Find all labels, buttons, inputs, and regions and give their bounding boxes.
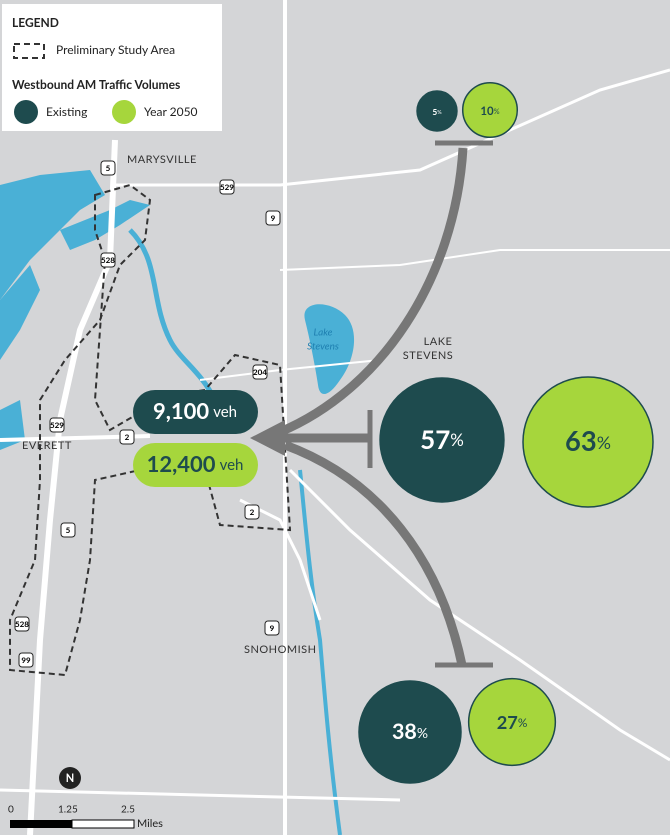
highway-shield: [60, 522, 76, 538]
shield-label: 9: [270, 623, 275, 633]
share-unit: %: [597, 431, 611, 453]
share-unit: %: [417, 724, 428, 741]
shield-label: 2: [125, 432, 130, 442]
share-circle: [522, 376, 654, 508]
highway-shield: [219, 179, 235, 195]
water: [0, 170, 355, 835]
volume-label: 12,400 veh: [147, 450, 244, 477]
share-label: 57%: [420, 423, 464, 455]
scale-segment: [10, 820, 72, 828]
lake-label: Stevens: [307, 341, 339, 353]
arrow-head: [250, 420, 285, 456]
arrow-ends: [367, 140, 493, 668]
volume-pill: [133, 390, 258, 434]
volumes: 9,100 veh 12,400 veh: [133, 390, 258, 487]
shield-label: 529: [220, 182, 234, 192]
flow-arrows: [278, 147, 468, 666]
legend-swatch: [112, 100, 136, 124]
highway-shield: [49, 417, 65, 433]
place-label: LAKE: [424, 335, 453, 348]
legend-swatch: [13, 43, 45, 59]
legend-label: Preliminary Study Area: [56, 42, 175, 57]
share-label: 5%: [432, 107, 442, 117]
volume-value: 9,100: [153, 397, 209, 424]
shield-label: 5: [66, 525, 71, 535]
scale-label: Miles: [137, 817, 163, 830]
share-label: 27%: [497, 711, 528, 733]
share-circle: [358, 680, 462, 784]
scale-label: 2.5: [121, 804, 135, 816]
highway-shield: [244, 504, 260, 520]
share-circle: [461, 81, 519, 139]
legend-title: LEGEND: [12, 15, 59, 30]
share-value: 10: [480, 105, 494, 118]
scale-label: 1.25: [58, 804, 78, 816]
highway-shield: [14, 616, 30, 632]
shield-label: 528: [101, 255, 115, 265]
share-unit: %: [518, 715, 527, 730]
share-value: 27: [497, 711, 518, 733]
shield-label: 528: [15, 619, 29, 629]
shield-label: 2: [250, 507, 255, 517]
share-label: 63%: [565, 424, 611, 457]
highway-shield: [119, 429, 135, 445]
shield-label: 529: [50, 420, 64, 430]
place-label: EVERETT: [22, 439, 72, 452]
share-unit: %: [494, 107, 500, 116]
legend-label: Existing: [46, 104, 87, 119]
place-label: STEVENS: [403, 349, 453, 362]
north-label: N: [66, 772, 74, 785]
legend-subtitle: Westbound AM Traffic Volumes: [12, 77, 180, 92]
highway-shield: [100, 160, 116, 176]
shield-label: 204: [253, 367, 267, 377]
share-label: 10%: [480, 105, 499, 118]
legend-box: [2, 4, 222, 131]
volume-label: 9,100 veh: [153, 397, 237, 424]
place-label: MARYSVILLE: [127, 153, 197, 166]
highway-shield: [100, 252, 116, 268]
scale-segment: [71, 819, 135, 829]
lake-label: Lake: [314, 327, 333, 339]
share-circle: [416, 90, 458, 132]
volume-unit: veh: [213, 403, 237, 421]
share-value: 5: [432, 107, 437, 117]
volume-value: 12,400: [147, 450, 216, 477]
share-label: 38%: [392, 718, 428, 744]
share-unit: %: [450, 429, 464, 450]
highway-shield: [252, 364, 268, 380]
highway-shield: [264, 620, 280, 636]
share-unit: %: [437, 110, 442, 116]
study-area: [9, 183, 292, 677]
shield-label: 99: [21, 655, 31, 665]
share-circle: [467, 677, 557, 767]
shield-label: 9: [271, 213, 276, 223]
highway-shield: [265, 210, 281, 226]
share-value: 57: [420, 423, 450, 455]
north-arrow: [59, 767, 81, 789]
shield-label: 5: [106, 163, 111, 173]
share-value: 63: [565, 424, 597, 457]
share-circle: [379, 377, 505, 503]
legend: LEGEND Preliminary Study Area Westbound …: [2, 4, 222, 131]
highway-shield: [18, 652, 34, 668]
volume-unit: veh: [220, 456, 244, 474]
legend-label: Year 2050: [144, 104, 198, 119]
place-label: SNOHOMISH: [244, 643, 317, 656]
volume-pill: [133, 443, 258, 487]
scale-label: 0: [8, 804, 14, 816]
legend-swatch: [14, 100, 38, 124]
scale-bar: 0 1.25 2.5 Miles N: [8, 767, 163, 830]
share-value: 38: [392, 718, 417, 744]
